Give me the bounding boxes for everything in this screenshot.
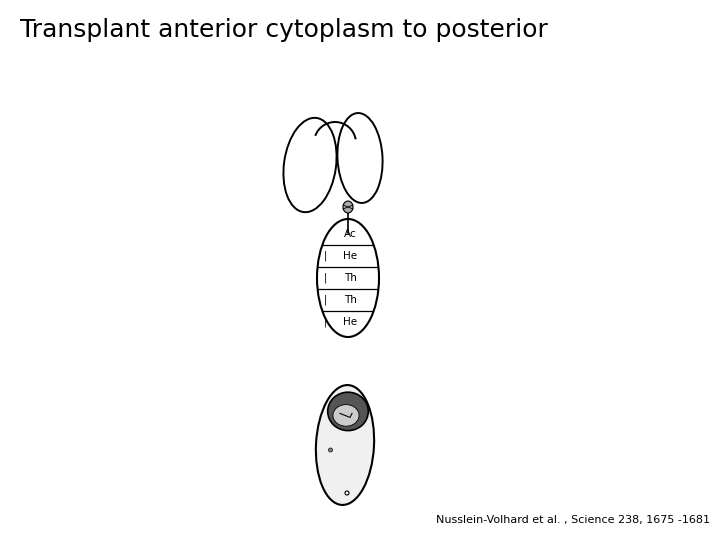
Text: |: | bbox=[323, 295, 327, 305]
Ellipse shape bbox=[333, 404, 359, 426]
Text: |: | bbox=[323, 317, 327, 327]
Text: Th: Th bbox=[343, 295, 356, 305]
Ellipse shape bbox=[317, 219, 379, 337]
Text: He: He bbox=[343, 317, 357, 327]
Text: |: | bbox=[323, 273, 327, 284]
Text: |: | bbox=[323, 251, 327, 261]
Text: Transplant anterior cytoplasm to posterior: Transplant anterior cytoplasm to posteri… bbox=[20, 18, 548, 42]
Ellipse shape bbox=[316, 385, 374, 505]
Ellipse shape bbox=[338, 113, 382, 203]
Text: Th: Th bbox=[343, 273, 356, 283]
Text: Ac: Ac bbox=[343, 229, 356, 239]
Text: He: He bbox=[343, 251, 357, 261]
Ellipse shape bbox=[343, 201, 353, 213]
Ellipse shape bbox=[328, 448, 333, 452]
Ellipse shape bbox=[284, 118, 336, 212]
Text: Nusslein-Volhard et al. , Science 238, 1675 -1681: Nusslein-Volhard et al. , Science 238, 1… bbox=[436, 515, 710, 525]
Ellipse shape bbox=[328, 392, 369, 430]
